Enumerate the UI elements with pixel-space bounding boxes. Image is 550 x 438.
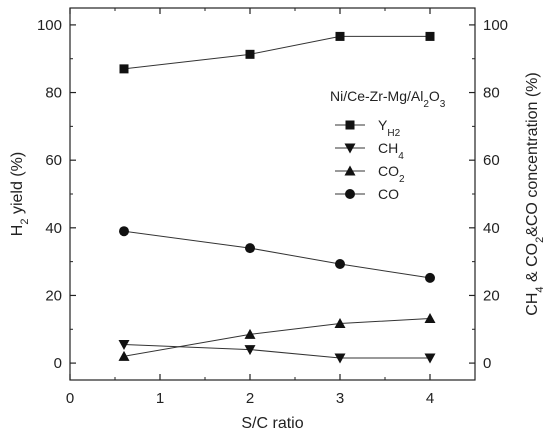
x-axis-label: S/C ratio	[241, 415, 303, 432]
x-axis: 0 1 2 3 4	[66, 8, 434, 407]
series-group	[118, 31, 436, 364]
y-axis-label-right: CH4 & CO2&CO concentration (%)	[524, 72, 546, 315]
y-tick-label-left: 100	[37, 17, 62, 34]
legend-item: CO	[335, 186, 399, 202]
plot-border	[69, 7, 476, 381]
data-point	[335, 259, 345, 270]
data-point	[334, 353, 346, 364]
y-axis-right: 0 20 40 60 80 100	[469, 17, 508, 372]
y-tick-label-right: 20	[483, 287, 500, 304]
y-tick-label-right: 0	[483, 355, 491, 372]
y-tick-label-right: 100	[483, 17, 508, 34]
series-1	[118, 339, 436, 364]
series-0	[119, 31, 435, 74]
legend-marker	[345, 120, 355, 130]
legend-item: CH4	[335, 140, 404, 162]
y-axis-left: 0 20 40 60 80 100	[37, 17, 76, 372]
data-point	[245, 243, 255, 254]
series-3	[119, 226, 435, 283]
x-tick-label: 4	[426, 390, 434, 407]
data-point	[118, 339, 130, 350]
data-point	[334, 318, 346, 329]
y-tick-label-right: 80	[483, 85, 500, 102]
data-point	[424, 353, 436, 364]
x-tick-label: 3	[336, 390, 344, 407]
series-line	[123, 35, 430, 70]
y-tick-label-right: 40	[483, 220, 500, 237]
data-point	[245, 49, 255, 59]
data-point	[118, 350, 130, 361]
x-tick-label: 2	[246, 390, 254, 407]
y-tick-label-left: 80	[45, 85, 62, 102]
series-line	[123, 343, 430, 359]
legend-label: CO	[378, 186, 399, 202]
legend-item: YH2	[335, 117, 401, 139]
x-tick-label: 1	[156, 390, 164, 407]
series-2	[118, 312, 436, 361]
data-point	[119, 226, 129, 237]
data-point	[119, 64, 129, 74]
y-tick-label-left: 0	[54, 355, 62, 372]
y-tick-label-left: 20	[45, 287, 62, 304]
y-tick-label-left: 60	[45, 152, 62, 169]
legend-label: CH4	[378, 140, 404, 162]
legend-marker	[344, 143, 356, 154]
legend-label: CO2	[378, 163, 405, 185]
x-tick-label: 0	[66, 390, 74, 407]
legend-label: YH2	[378, 117, 401, 139]
plot-frame	[69, 7, 476, 381]
y-tick-label-right: 60	[483, 152, 500, 169]
legend-marker	[345, 189, 355, 199]
y-axis-label-left: H2 yield (%)	[9, 152, 31, 236]
series-line	[123, 317, 431, 357]
data-point	[335, 31, 345, 41]
legend-item: CO2	[335, 163, 405, 185]
data-point	[424, 312, 436, 323]
series-line	[123, 230, 431, 279]
legend-title: Ni/Ce-Zr-Mg/Al2O3	[330, 88, 446, 110]
data-point	[244, 328, 256, 339]
data-point	[244, 345, 256, 356]
legend-marker	[344, 165, 356, 176]
data-point	[425, 31, 435, 41]
y-tick-label-left: 40	[45, 220, 62, 237]
data-point	[425, 272, 435, 283]
